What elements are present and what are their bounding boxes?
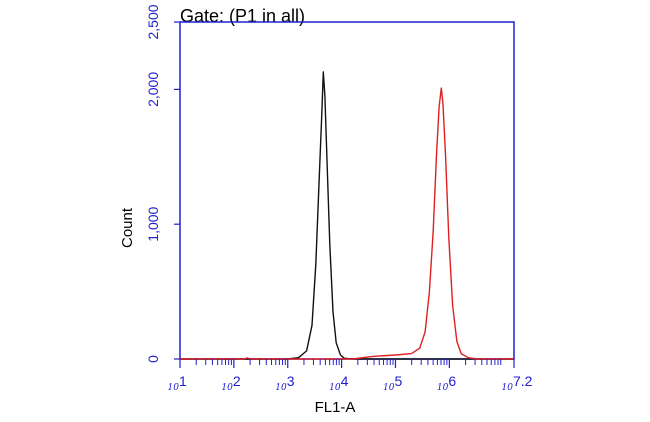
x-tick-base-5: 10 [437,383,449,393]
x-tick-exp-6: 7.2 [513,373,533,389]
x-tick-base-6: 10 [502,383,514,393]
y-tick-label-1: 1,000 [145,206,161,241]
x-tick-exp-5: 6 [448,373,456,389]
x-tick-base-4: 10 [383,383,395,393]
x-tick-exp-1: 2 [233,373,241,389]
y-tick-label-0: 0 [145,355,161,363]
x-tick-exp-0: 1 [179,373,187,389]
series-layer [180,71,514,360]
x-tick-exp-4: 5 [394,373,402,389]
y-axis-title: Count [119,207,136,248]
x-tick-exp-3: 4 [341,373,349,389]
x-tick-base-2: 10 [275,383,287,393]
y-tick-label-3: 2,500 [145,4,161,39]
x-tick-base-0: 10 [168,383,180,393]
plot-frame [179,21,515,360]
series-line-1 [180,71,514,360]
x-axis-ticks: 10 1 10 2 10 3 10 4 10 5 10 6 10 7.2 [168,359,533,393]
chart-title: Gate: (P1 in all) [180,6,305,26]
x-tick-base-3: 10 [329,383,341,393]
y-tick-label-2: 2,000 [145,72,161,107]
y-axis-ticks: 0 1,000 2,000 2,500 [145,4,180,363]
x-tick-base-1: 10 [221,383,233,393]
series-line-2 [180,87,514,360]
x-tick-exp-2: 3 [287,373,295,389]
x-axis-title: FL1-A [315,399,356,416]
